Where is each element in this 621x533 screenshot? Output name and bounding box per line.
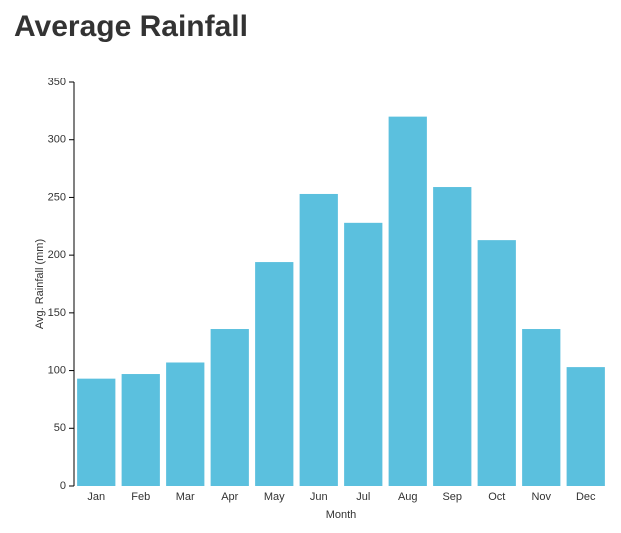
bar	[211, 329, 249, 486]
chart-title: Average Rainfall	[14, 10, 248, 44]
y-tick-label: 250	[48, 191, 66, 203]
bar	[478, 240, 516, 486]
bar	[77, 379, 115, 486]
bar	[344, 223, 382, 486]
bar	[433, 187, 471, 486]
bar	[567, 367, 605, 486]
x-tick-label: Jul	[356, 491, 370, 503]
y-tick-label: 150	[48, 307, 66, 319]
x-tick-label: Sep	[442, 491, 462, 503]
rainfall-bar-chart: 0 50 100 150 200 250 300 350 Avg. Rainfall (mm) J…	[30, 78, 612, 526]
x-tick-label: Apr	[221, 491, 238, 503]
y-tick-label: 200	[48, 249, 66, 261]
x-tick-label: Aug	[398, 491, 418, 503]
bar	[389, 117, 427, 486]
y-tick-label: 350	[48, 78, 66, 88]
x-tick-label: Jan	[87, 491, 105, 503]
y-axis-label: Avg. Rainfall (mm)	[34, 239, 46, 329]
y-tick-label: 50	[54, 422, 66, 434]
x-axis-label: Month	[326, 509, 357, 521]
bar	[166, 362, 204, 486]
y-tick-label: 0	[60, 480, 66, 492]
bar	[122, 374, 160, 486]
y-tick-label: 300	[48, 134, 66, 146]
x-tick-label: Nov	[531, 491, 551, 503]
x-tick-label: Feb	[131, 491, 150, 503]
bar	[300, 194, 338, 486]
y-tick-label: 100	[48, 364, 66, 376]
x-tick-label: Mar	[176, 491, 195, 503]
bar	[255, 262, 293, 486]
x-tick-label: Dec	[576, 491, 596, 503]
page-root: Average Rainfall 0 50 100 150 200 250 300 350 Av…	[0, 0, 621, 533]
x-tick-label: May	[264, 491, 285, 503]
x-tick-label: Jun	[310, 491, 328, 503]
x-tick-label: Oct	[488, 491, 505, 503]
bar	[522, 329, 560, 486]
